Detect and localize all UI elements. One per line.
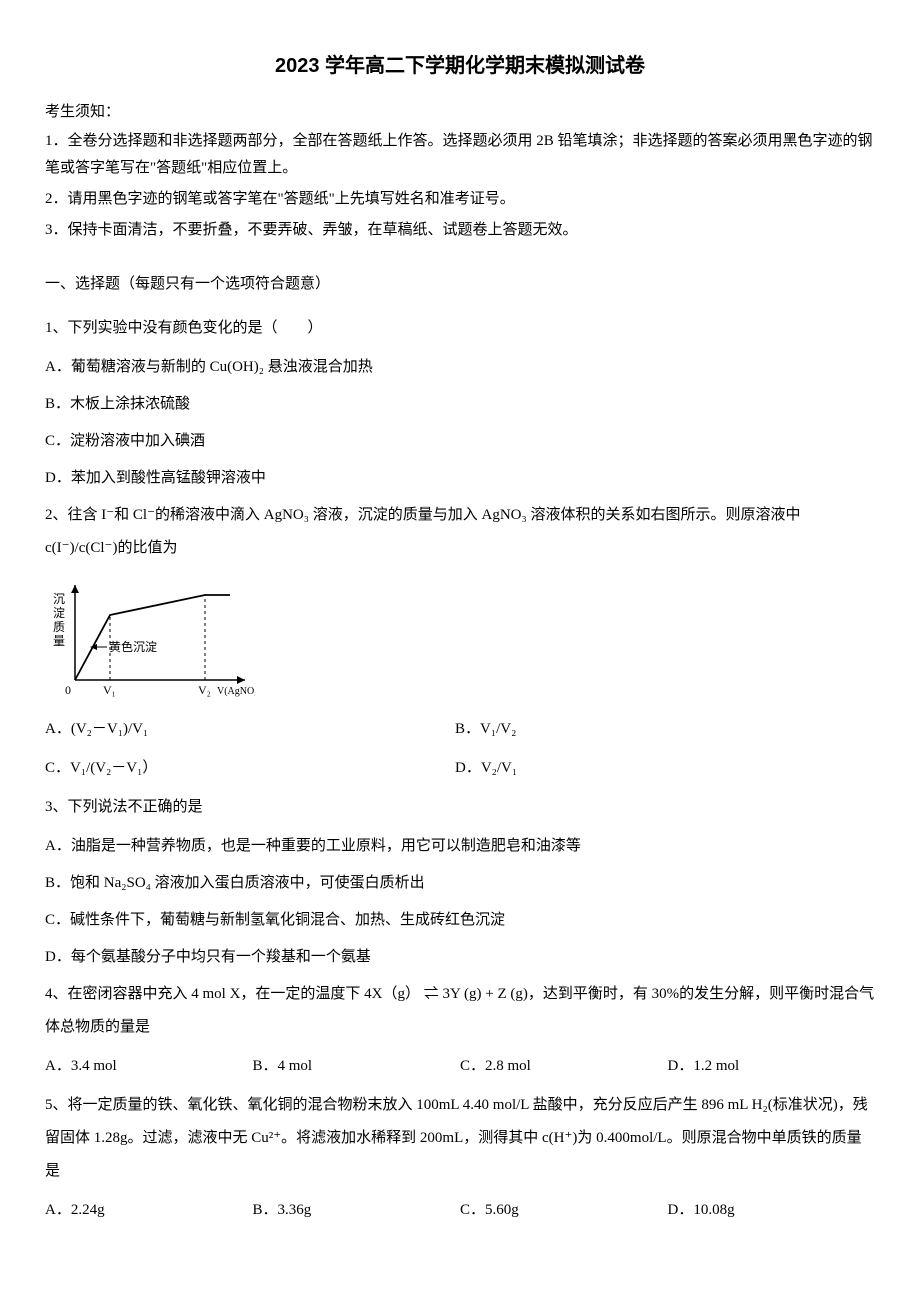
precipitation-graph: 黄色沉淀 沉淀质量 0 V₁ V₂ V(AgNO₃) xyxy=(45,575,255,705)
option-a: A．(V₂－V₁)/V₁ xyxy=(45,713,455,746)
q2-graph: 黄色沉淀 沉淀质量 0 V₁ V₂ V(AgNO₃) xyxy=(45,575,875,705)
option-d: D．1.2 mol xyxy=(668,1050,876,1083)
option-a: A．葡萄糖溶液与新制的 Cu(OH)₂ 悬浊液混合加热 xyxy=(45,351,875,384)
notice-item: 1．全卷分选择题和非选择题两部分，全部在答题纸上作答。选择题必须用 2B 铅笔填… xyxy=(45,128,875,182)
option-d: D．V₂/V₁ xyxy=(455,752,865,785)
option-c: C．碱性条件下，葡萄糖与新制氢氧化铜混合、加热、生成砖红色沉淀 xyxy=(45,904,875,937)
option-c: C．V₁/(V₂－V₁） xyxy=(45,752,455,785)
svg-text:沉: 沉 xyxy=(53,592,65,606)
option-c: C．5.60g xyxy=(460,1194,668,1227)
option-b: B．3.36g xyxy=(253,1194,461,1227)
notice-header: 考生须知： xyxy=(45,100,875,124)
option-d: D．10.08g xyxy=(668,1194,876,1227)
svg-text:淀: 淀 xyxy=(53,606,65,620)
svg-text:黄色沉淀: 黄色沉淀 xyxy=(109,640,157,654)
option-a: A．油脂是一种营养物质，也是一种重要的工业原料，用它可以制造肥皂和油漆等 xyxy=(45,830,875,863)
option-b: B．V₁/V₂ xyxy=(455,713,865,746)
svg-text:量: 量 xyxy=(53,634,65,648)
option-c: C．2.8 mol xyxy=(460,1050,668,1083)
option-a: A．3.4 mol xyxy=(45,1050,253,1083)
notice-item: 2．请用黑色字迹的钢笔或答字笔在"答题纸"上先填写姓名和准考证号。 xyxy=(45,186,875,213)
page-title: 2023 学年高二下学期化学期末模拟测试卷 xyxy=(45,50,875,82)
svg-text:0: 0 xyxy=(65,683,71,697)
option-row: A．(V₂－V₁)/V₁ B．V₁/V₂ xyxy=(45,713,875,746)
option-c: C．淀粉溶液中加入碘酒 xyxy=(45,425,875,458)
option-row: A．2.24g B．3.36g C．5.60g D．10.08g xyxy=(45,1194,875,1227)
option-d: D．每个氨基酸分子中均只有一个羧基和一个氨基 xyxy=(45,941,875,974)
option-b: B．木板上涂抹浓硫酸 xyxy=(45,388,875,421)
option-d: D．苯加入到酸性高锰酸钾溶液中 xyxy=(45,462,875,495)
option-b: B．饱和 Na₂SO₄ 溶液加入蛋白质溶液中，可使蛋白质析出 xyxy=(45,867,875,900)
question-stem: 5、将一定质量的铁、氧化铁、氧化铜的混合物粉末放入 100mL 4.40 mol… xyxy=(45,1089,875,1188)
question-stem: 2、往含 I⁻和 Cl⁻的稀溶液中滴入 AgNO₃ 溶液，沉淀的质量与加入 Ag… xyxy=(45,499,875,565)
notice-item: 3．保持卡面清洁，不要折叠，不要弄破、弄皱，在草稿纸、试题卷上答题无效。 xyxy=(45,217,875,244)
option-row: C．V₁/(V₂－V₁） D．V₂/V₁ xyxy=(45,752,875,785)
section-header: 一、选择题（每题只有一个选项符合题意） xyxy=(45,272,875,296)
svg-text:V₁: V₁ xyxy=(103,683,116,697)
question-stem: 4、在密闭容器中充入 4 mol X，在一定的温度下 4X（g） ⇌ 3Y (g… xyxy=(45,978,875,1044)
option-row: A．3.4 mol B．4 mol C．2.8 mol D．1.2 mol xyxy=(45,1050,875,1083)
svg-text:V₂: V₂ xyxy=(198,683,211,697)
svg-text:质: 质 xyxy=(53,620,65,634)
option-b: B．4 mol xyxy=(253,1050,461,1083)
svg-text:V(AgNO₃): V(AgNO₃) xyxy=(217,686,255,697)
question-stem: 3、下列说法不正确的是 xyxy=(45,791,875,824)
option-a: A．2.24g xyxy=(45,1194,253,1227)
question-stem: 1、下列实验中没有颜色变化的是（ ） xyxy=(45,312,875,345)
